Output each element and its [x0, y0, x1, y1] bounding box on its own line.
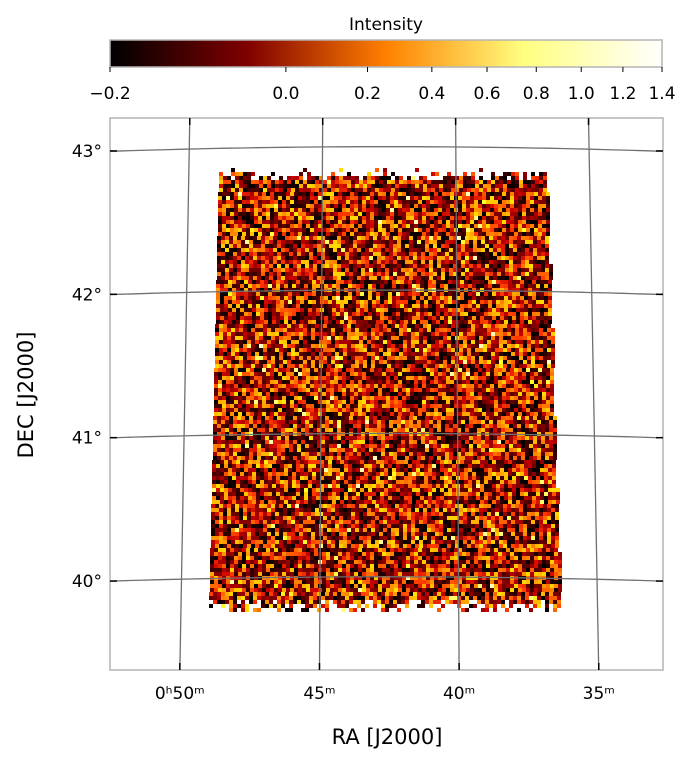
- grid-line-dec: [110, 576, 663, 582]
- colorbar-tick-label: 1.2: [609, 84, 636, 104]
- colorbar-tick-label: 0.4: [418, 84, 445, 104]
- grid-line-ra: [318, 118, 324, 670]
- x-tick-labels: 0ʰ50ᵐ 45ᵐ 40ᵐ 35ᵐ: [155, 684, 615, 704]
- y-axis-title: DEC [J2000]: [14, 332, 38, 459]
- plot-area: [109, 117, 664, 671]
- colorbar-tick-label: −0.2: [89, 84, 130, 104]
- colorbar-label: Intensity: [349, 15, 423, 35]
- colorbar: Intensity −0.2 0.0 0.2 0.4 0.6 0.8 1.0 1.2 1.4: [89, 15, 675, 104]
- y-tick-labels: 43° 42° 41° 40°: [72, 142, 102, 592]
- x-tick-label: 0ʰ50ᵐ: [155, 684, 205, 704]
- y-tick-label: 41°: [72, 429, 102, 449]
- colorbar-tick-label: 1.4: [648, 84, 675, 104]
- colorbar-tick-label: 1.0: [568, 84, 595, 104]
- intensity-map: [209, 168, 562, 612]
- colorbar-tick-label: 0.0: [272, 84, 299, 104]
- y-tick-label: 40°: [72, 572, 102, 592]
- colorbar-tick-label: 0.2: [354, 84, 381, 104]
- grid-line-ra: [454, 118, 460, 670]
- x-tick-label: 35ᵐ: [583, 684, 615, 704]
- x-tick-label: 40ᵐ: [443, 684, 475, 704]
- grid-line-dec: [110, 146, 663, 152]
- grid-line-ra: [587, 118, 600, 670]
- y-tick-label: 42°: [72, 285, 102, 305]
- x-axis-title: RA [J2000]: [332, 725, 443, 749]
- colorbar-ticks: −0.2 0.0 0.2 0.4 0.6 0.8 1.0 1.2 1.4: [89, 67, 676, 104]
- colorbar-gradient: [109, 39, 663, 68]
- colorbar-tick-label: 0.6: [474, 84, 501, 104]
- x-tick-label: 45ᵐ: [303, 684, 335, 704]
- frame-ticks: [110, 118, 663, 670]
- plot-frame: [109, 117, 664, 671]
- coordinate-grid: [110, 118, 663, 670]
- grid-line-dec: [110, 432, 663, 439]
- grid-line-dec: [110, 289, 663, 296]
- colorbar-tick-label: 0.8: [523, 84, 550, 104]
- y-tick-label: 43°: [72, 142, 102, 162]
- grid-line-ra: [179, 118, 191, 670]
